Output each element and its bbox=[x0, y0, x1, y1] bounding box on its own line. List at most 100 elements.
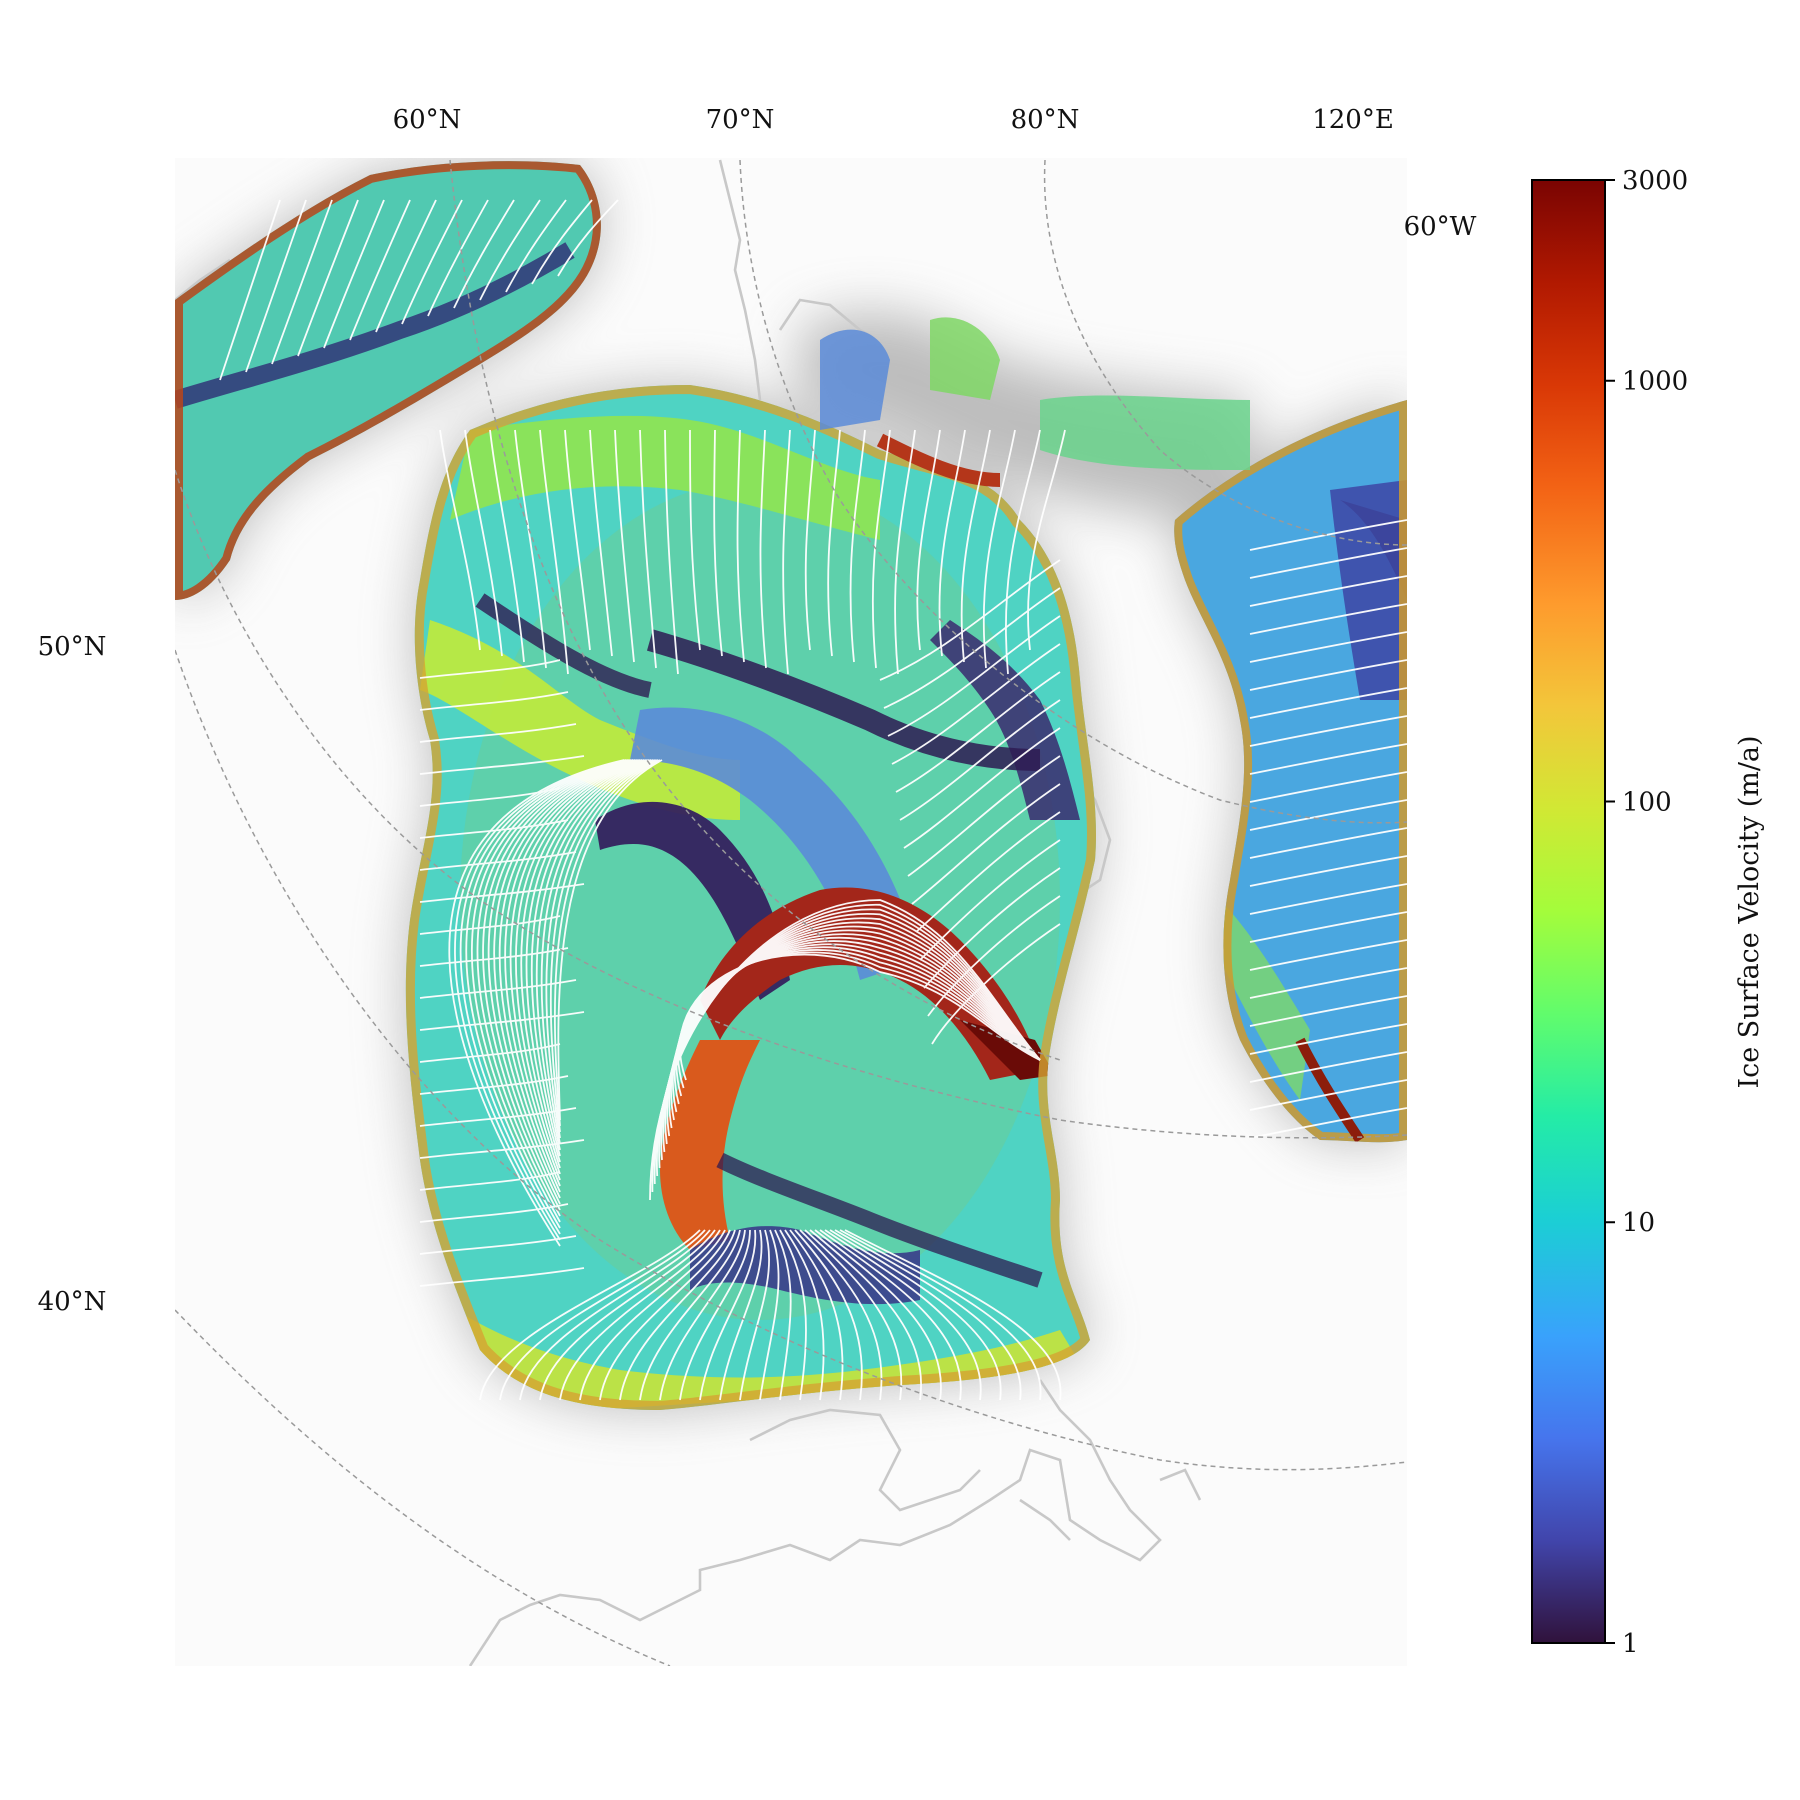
streamline bbox=[349, 199, 411, 341]
colorbar-title: Ice Surface Velocity (m/a) bbox=[1734, 735, 1765, 1088]
streamline bbox=[419, 691, 569, 711]
streamline bbox=[419, 1043, 561, 1063]
streamline bbox=[487, 759, 638, 1205]
streamline bbox=[799, 1229, 883, 1401]
streamline bbox=[794, 1229, 863, 1401]
streamline bbox=[419, 979, 577, 999]
streamline bbox=[907, 755, 1061, 877]
streamline bbox=[879, 559, 1061, 681]
streamline bbox=[589, 429, 613, 657]
streamline bbox=[1249, 575, 1407, 607]
streamline bbox=[849, 429, 866, 663]
streamline bbox=[1005, 429, 1041, 675]
streamline bbox=[464, 429, 503, 657]
streamline bbox=[659, 1229, 746, 1401]
streamline bbox=[471, 759, 632, 1223]
streamline bbox=[1249, 855, 1407, 887]
streamline bbox=[454, 759, 627, 1241]
streamline bbox=[666, 933, 1041, 1137]
streamline bbox=[499, 1229, 706, 1401]
streamline bbox=[1249, 1051, 1407, 1083]
streamline bbox=[401, 199, 463, 325]
streamline bbox=[498, 759, 641, 1193]
streamline bbox=[530, 759, 652, 1157]
streamline bbox=[699, 1229, 757, 1401]
streamline bbox=[419, 1075, 569, 1095]
streamline bbox=[1249, 967, 1407, 999]
streamline bbox=[916, 429, 941, 651]
streamline bbox=[789, 1229, 844, 1401]
streamline bbox=[564, 429, 591, 651]
streamline bbox=[639, 1229, 741, 1401]
streamline bbox=[540, 759, 656, 1145]
streamline bbox=[639, 429, 657, 669]
streamline bbox=[804, 429, 816, 651]
streamline bbox=[476, 759, 634, 1217]
colorbar-gradient bbox=[1531, 179, 1606, 1644]
streamline bbox=[419, 819, 569, 839]
streamline bbox=[489, 429, 525, 663]
streamline bbox=[679, 953, 1041, 1081]
streamline bbox=[887, 615, 1061, 737]
streamline bbox=[834, 1229, 1022, 1401]
label-120e-top: 120°E bbox=[1312, 105, 1394, 135]
streamline bbox=[514, 429, 547, 669]
streamline bbox=[919, 839, 1061, 961]
streamline bbox=[419, 1235, 577, 1255]
streamline bbox=[1249, 631, 1407, 663]
streamline bbox=[664, 429, 679, 675]
streamline bbox=[1249, 911, 1407, 943]
streamline bbox=[419, 659, 561, 679]
streamline bbox=[1249, 603, 1407, 635]
streamline bbox=[899, 699, 1061, 821]
streamline bbox=[419, 1107, 577, 1127]
streamline bbox=[915, 811, 1061, 933]
streamline bbox=[375, 199, 437, 333]
meridian-a bbox=[449, 159, 1061, 1061]
coastlines bbox=[175, 159, 1202, 1666]
streamline bbox=[668, 937, 1041, 1129]
streamline bbox=[1249, 743, 1407, 775]
streamline bbox=[419, 723, 577, 743]
streamline bbox=[829, 1229, 1002, 1401]
streamline bbox=[982, 429, 1016, 669]
streamline bbox=[1249, 687, 1407, 719]
streamline bbox=[557, 199, 619, 277]
streamline bbox=[539, 429, 569, 675]
streamline bbox=[1249, 827, 1407, 859]
graticule bbox=[175, 159, 1407, 1666]
streamline bbox=[1249, 1107, 1407, 1139]
streamline bbox=[453, 199, 515, 309]
colorbar-tick-label: 1000 bbox=[1622, 367, 1688, 397]
streamline bbox=[931, 923, 1061, 1045]
streamline bbox=[1027, 429, 1066, 651]
parallel-50n bbox=[175, 649, 1407, 1471]
streamline bbox=[844, 1229, 1062, 1401]
streamline bbox=[1249, 771, 1407, 803]
parallel-60n bbox=[175, 469, 1407, 1139]
streamline bbox=[482, 759, 636, 1211]
streamline bbox=[894, 429, 916, 675]
streamline bbox=[895, 671, 1061, 793]
ice-sheet-main bbox=[405, 385, 1097, 1410]
streamline bbox=[465, 759, 630, 1229]
streamline bbox=[245, 199, 307, 373]
streamline bbox=[545, 759, 657, 1139]
streamline bbox=[809, 1229, 922, 1401]
streamline bbox=[911, 783, 1061, 905]
streamline bbox=[675, 949, 1041, 1097]
flow-streamlines bbox=[219, 199, 1407, 1401]
streamline bbox=[1249, 1079, 1407, 1111]
streamline bbox=[673, 946, 1041, 1105]
label-60w-right: 60°W bbox=[1404, 212, 1477, 242]
streamline bbox=[713, 429, 723, 657]
label-60n-top: 60°N bbox=[393, 105, 462, 135]
streamline bbox=[960, 429, 991, 663]
streamline bbox=[504, 759, 643, 1187]
streamline bbox=[814, 1229, 942, 1401]
streamline bbox=[599, 1229, 731, 1401]
streamline bbox=[759, 1229, 780, 1401]
streamline bbox=[824, 1229, 982, 1401]
streamline bbox=[1249, 883, 1407, 915]
